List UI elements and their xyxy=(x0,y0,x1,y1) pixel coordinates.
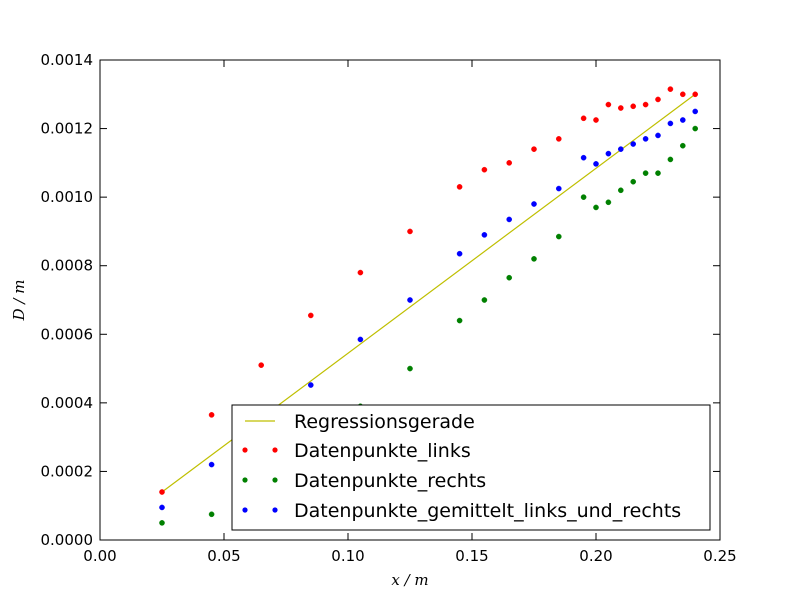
data-point-series-1 xyxy=(159,489,165,495)
data-point-series-1 xyxy=(630,103,637,110)
data-point-series-2 xyxy=(580,194,587,200)
legend-box xyxy=(231,404,711,531)
axis-tick-labels: 0.00 0.05 0.10 0.15 0.20 0.25 0.0000 0.0002 0.00… xyxy=(41,51,737,565)
data-point-series-3 xyxy=(159,504,165,511)
data-point-series-1 xyxy=(642,101,649,108)
legend-point-swatch xyxy=(242,447,248,453)
data-point-series-2 xyxy=(680,142,686,149)
legend-point-swatch xyxy=(242,507,248,513)
data-point-series-2 xyxy=(481,297,488,303)
data-point-series-3 xyxy=(605,150,612,157)
plot-frame xyxy=(99,59,721,541)
x-tick-label: 0.20 xyxy=(579,547,612,565)
data-point-series-2 xyxy=(593,204,599,211)
legend-point-swatch xyxy=(272,477,278,483)
y-tick-label: 0.0008 xyxy=(41,257,94,275)
data-point-series-1 xyxy=(667,86,674,92)
data-point-series-1 xyxy=(655,96,661,103)
x-tick-label: 0.25 xyxy=(703,547,736,565)
data-point-series-3 xyxy=(556,185,562,192)
data-point-series-1 xyxy=(580,115,587,122)
data-point-series-1 xyxy=(556,136,562,142)
data-point-series-1 xyxy=(258,362,265,368)
legend-point-swatch xyxy=(272,507,278,513)
data-point-series-2 xyxy=(630,178,637,185)
legend-point-swatch xyxy=(272,447,278,453)
data-point-series-1 xyxy=(208,412,215,418)
data-point-series-1 xyxy=(506,160,513,166)
data-point-series-2 xyxy=(618,187,624,194)
data-point-series-1 xyxy=(357,269,364,276)
data-point-series-2 xyxy=(531,256,537,262)
data-point-series-2 xyxy=(407,365,413,372)
data-point-series-3 xyxy=(580,154,587,161)
legend: Regressionsgerade Datenpunkte_links Datenp… xyxy=(231,404,711,531)
data-point-series-1 xyxy=(618,105,624,111)
y-axis-label: D / m xyxy=(10,280,28,322)
data-point-series-2 xyxy=(506,274,513,281)
legend-entry-label: Datenpunkte_rechts xyxy=(294,470,486,492)
data-point-series-1 xyxy=(531,146,537,152)
data-point-series-1 xyxy=(307,312,314,319)
data-point-series-3 xyxy=(456,250,463,257)
x-tick-label: 0.10 xyxy=(331,547,364,565)
data-point-series-1 xyxy=(456,184,463,190)
x-tick-label: 0.15 xyxy=(455,547,488,565)
data-point-series-3 xyxy=(531,201,537,207)
legend-entry-label: Regressionsgerade xyxy=(294,411,475,433)
y-tick-label: 0.0002 xyxy=(41,462,94,480)
data-point-series-1 xyxy=(481,166,488,173)
data-point-series-3 xyxy=(506,216,513,223)
data-point-series-2 xyxy=(208,511,215,518)
legend-entry-label: Datenpunkte_gemittelt_links_und_rechts xyxy=(294,500,681,522)
legend-entry-label: Datenpunkte_links xyxy=(294,440,471,462)
data-point-series-3 xyxy=(667,120,674,127)
data-point-series-3 xyxy=(407,297,413,303)
data-point-series-3 xyxy=(642,136,649,142)
x-axis-label: x / m xyxy=(391,571,428,589)
data-point-series-2 xyxy=(642,170,649,176)
data-point-series-1 xyxy=(605,101,612,108)
y-tick-label: 0.0014 xyxy=(41,51,94,69)
data-point-series-2 xyxy=(605,199,612,206)
data-point-series-1 xyxy=(692,91,699,98)
data-point-series-3 xyxy=(593,161,599,167)
x-tick-label: 0.00 xyxy=(83,547,116,565)
data-point-series-1 xyxy=(593,117,599,123)
data-point-series-2 xyxy=(667,156,674,163)
x-tick-label: 0.05 xyxy=(207,547,240,565)
data-point-series-2 xyxy=(159,520,165,526)
data-point-series-3 xyxy=(208,461,215,468)
data-point-series-3 xyxy=(357,336,364,343)
legend-point-swatch xyxy=(242,477,248,483)
data-point-series-3 xyxy=(618,146,624,152)
y-tick-label: 0.0006 xyxy=(41,325,94,343)
data-point-series-3 xyxy=(481,232,488,238)
data-point-series-1 xyxy=(407,228,413,235)
data-point-series-2 xyxy=(692,125,699,132)
data-point-series-3 xyxy=(307,382,314,388)
data-point-series-2 xyxy=(655,170,661,176)
data-point-series-1 xyxy=(680,91,686,98)
data-point-series-3 xyxy=(680,117,686,123)
data-point-series-3 xyxy=(655,132,661,139)
data-point-series-2 xyxy=(556,233,562,240)
y-tick-label: 0.0012 xyxy=(41,120,94,138)
data-point-series-3 xyxy=(692,108,699,115)
data-point-series-3 xyxy=(630,141,637,147)
y-tick-label: 0.0004 xyxy=(41,394,94,412)
y-tick-label: 0.0010 xyxy=(41,188,94,206)
data-point-series-2 xyxy=(456,317,463,324)
y-tick-label: 0.0000 xyxy=(41,531,94,549)
